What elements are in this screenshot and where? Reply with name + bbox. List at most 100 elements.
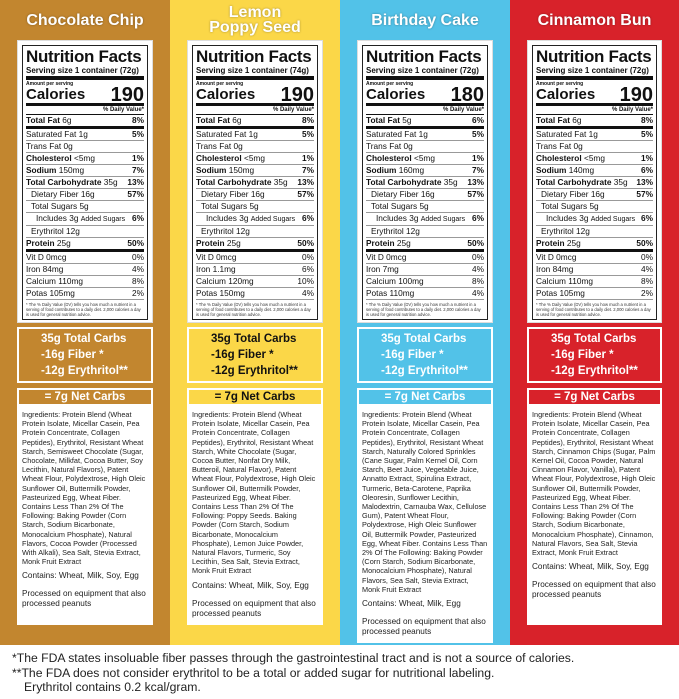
footnotes: *The FDA states insoluable fiber passes … xyxy=(0,645,679,699)
nutrient-amount: 16g xyxy=(590,189,605,199)
nutrient-amount: 12g xyxy=(236,226,250,236)
calories-value: 190 xyxy=(619,84,653,106)
nutrient-amount: 110mg xyxy=(568,276,594,286)
calories-value: 190 xyxy=(280,84,314,106)
nutrient-amount: Added Sugars xyxy=(420,216,466,223)
nutrient-row: Sodium 150mg 7% xyxy=(26,165,144,177)
nutrient-amount: 7mg xyxy=(382,264,399,274)
nutrient-label: Saturated Fat xyxy=(536,129,587,139)
nutrient-label: Calcium xyxy=(196,276,226,286)
amount-per-serving: Amount per serving xyxy=(196,81,244,87)
calories-label: Calories xyxy=(366,86,426,103)
nutrient-label: Dietary Fiber xyxy=(371,189,419,199)
nutrient-row: Cholesterol <5mg 1% xyxy=(366,153,484,165)
nutrient-row: Total Fat 6g 8% xyxy=(26,115,144,129)
nutrient-amount: 0mcg xyxy=(216,252,237,262)
nutrient-row: Vit D 0mcg 0% xyxy=(366,252,484,264)
nutrient-amount: 100mg xyxy=(398,276,424,286)
nutrient-daily-value: 8% xyxy=(641,276,653,286)
calories-row: Calories 190 xyxy=(196,84,314,106)
nutrient-amount: 1.1mg xyxy=(212,264,236,274)
nutrient-amount: Added Sugars xyxy=(250,216,296,223)
nutrient-label: Saturated Fat xyxy=(366,129,417,139)
nutrient-amount: 150mg xyxy=(219,288,245,298)
nutrient-daily-value: 7% xyxy=(472,165,484,175)
nutrient-label: Total Carbohydrate xyxy=(196,177,272,187)
nutrient-label: Total Fat xyxy=(26,115,60,125)
peanut-warning: Processed on equipment that also process… xyxy=(362,617,486,637)
nutrient-row: Iron 7mg 4% xyxy=(366,264,484,276)
nutrient-daily-value: 13% xyxy=(636,177,653,187)
nutrient-row: Protein 25g 50% xyxy=(26,238,144,252)
nutrient-amount: 16g xyxy=(250,189,265,199)
nutrient-row: Saturated Fat 1g 5% xyxy=(366,129,484,141)
nutrient-label: Includes 3g xyxy=(546,213,589,223)
nutrient-amount: 110mg xyxy=(58,276,84,286)
total-carbs: 35g Total Carbs xyxy=(551,333,637,345)
nutrient-amount: 6g xyxy=(62,115,72,125)
nutrient-daily-value: 6% xyxy=(472,115,484,125)
nutrient-label: Potas xyxy=(536,288,558,298)
nutrient-daily-value: 5% xyxy=(641,129,653,139)
nutrient-row: Iron 1.1mg 6% xyxy=(196,264,314,276)
nutrient-row: Total Fat 6g 8% xyxy=(536,115,653,129)
nutrient-row: Cholesterol <5mg 1% xyxy=(536,153,653,165)
nutrient-daily-value: 0% xyxy=(641,252,653,262)
nutrient-label: Cholesterol xyxy=(196,153,242,163)
nutrient-label: Total Fat xyxy=(536,115,570,125)
nutrient-label: Potas xyxy=(196,288,218,298)
nutrient-amount: 16g xyxy=(420,189,435,199)
nutrient-label: Calcium xyxy=(26,276,56,286)
nutrient-row: Potas 105mg 2% xyxy=(536,288,653,300)
nutrient-row: Vit D 0mcg 0% xyxy=(26,252,144,264)
nutrient-row: Cholesterol <5mg 1% xyxy=(196,153,314,165)
nutrient-amount: <5mg xyxy=(583,153,605,163)
erythritol-subtract: -12g Erythritol** xyxy=(381,365,468,377)
nutrient-row: Potas 110mg 4% xyxy=(366,288,484,300)
nutrient-row: Cholesterol <5mg 1% xyxy=(26,153,144,165)
nutrient-daily-value: 57% xyxy=(297,189,314,199)
nutrient-amount: 25g xyxy=(56,238,71,248)
ingredients-text: Ingredients: Protein Blend (Wheat Protei… xyxy=(532,410,656,558)
nutrient-amount: 140mg xyxy=(568,165,595,175)
ingredients-panel: Ingredients: Protein Blend (Wheat Protei… xyxy=(527,406,662,625)
nutrient-daily-value: 4% xyxy=(132,264,144,274)
nutrient-amount: 16g xyxy=(80,189,95,199)
nutrient-amount: 1g xyxy=(588,129,598,139)
nutrient-amount: 0g xyxy=(63,141,73,151)
nutrient-daily-value: 1% xyxy=(641,153,653,163)
nutrient-daily-value: 50% xyxy=(127,238,144,248)
nutrient-daily-value: 57% xyxy=(127,189,144,199)
nutrient-row: Dietary Fiber 16g 57% xyxy=(26,189,144,201)
fiber-subtract: -16g Fiber * xyxy=(381,349,444,361)
nutrient-row: Saturated Fat 1g 5% xyxy=(26,129,144,141)
calories-label: Calories xyxy=(26,86,86,103)
nutrient-row: Dietary Fiber 16g 57% xyxy=(366,189,484,201)
nutrient-daily-value: 10% xyxy=(297,276,314,286)
nutrient-row: Iron 84mg 4% xyxy=(536,264,653,276)
nutrient-label: Cholesterol xyxy=(366,153,412,163)
nutrient-label: Sodium xyxy=(536,165,567,175)
peanut-warning: Processed on equipment that also process… xyxy=(192,598,316,618)
nutrient-row: Total Sugars 5g xyxy=(536,201,653,213)
flavor-column: Chocolate Chip Nutrition Facts Serving s… xyxy=(0,0,170,646)
nutrient-daily-value: 8% xyxy=(472,276,484,286)
nutrient-row: Vit D 0mcg 0% xyxy=(536,252,653,264)
nutrient-amount: 1g xyxy=(78,129,88,139)
nutrient-label: Total Carbohydrate xyxy=(26,177,102,187)
nutrient-row: Dietary Fiber 16g 57% xyxy=(196,189,314,201)
nutrient-row: Trans Fat 0g xyxy=(196,141,314,153)
nutrient-row: Potas 150mg 4% xyxy=(196,288,314,300)
calories-value: 190 xyxy=(110,84,144,106)
nutrient-label: Protein xyxy=(536,238,565,248)
nutrient-daily-value: 1% xyxy=(472,153,484,163)
nutrient-amount: 5g xyxy=(419,201,429,211)
allergens-text: Contains: Wheat, Milk, Soy, Egg xyxy=(22,571,139,581)
nutrient-daily-value: 57% xyxy=(636,189,653,199)
nutrient-row: Iron 84mg 4% xyxy=(26,264,144,276)
nutrient-daily-value: 5% xyxy=(132,129,144,139)
nutrient-daily-value: 4% xyxy=(641,264,653,274)
nutrient-row: Potas 105mg 2% xyxy=(26,288,144,300)
nutrient-daily-value: 2% xyxy=(641,288,653,298)
nutrient-label: Protein xyxy=(366,238,395,248)
